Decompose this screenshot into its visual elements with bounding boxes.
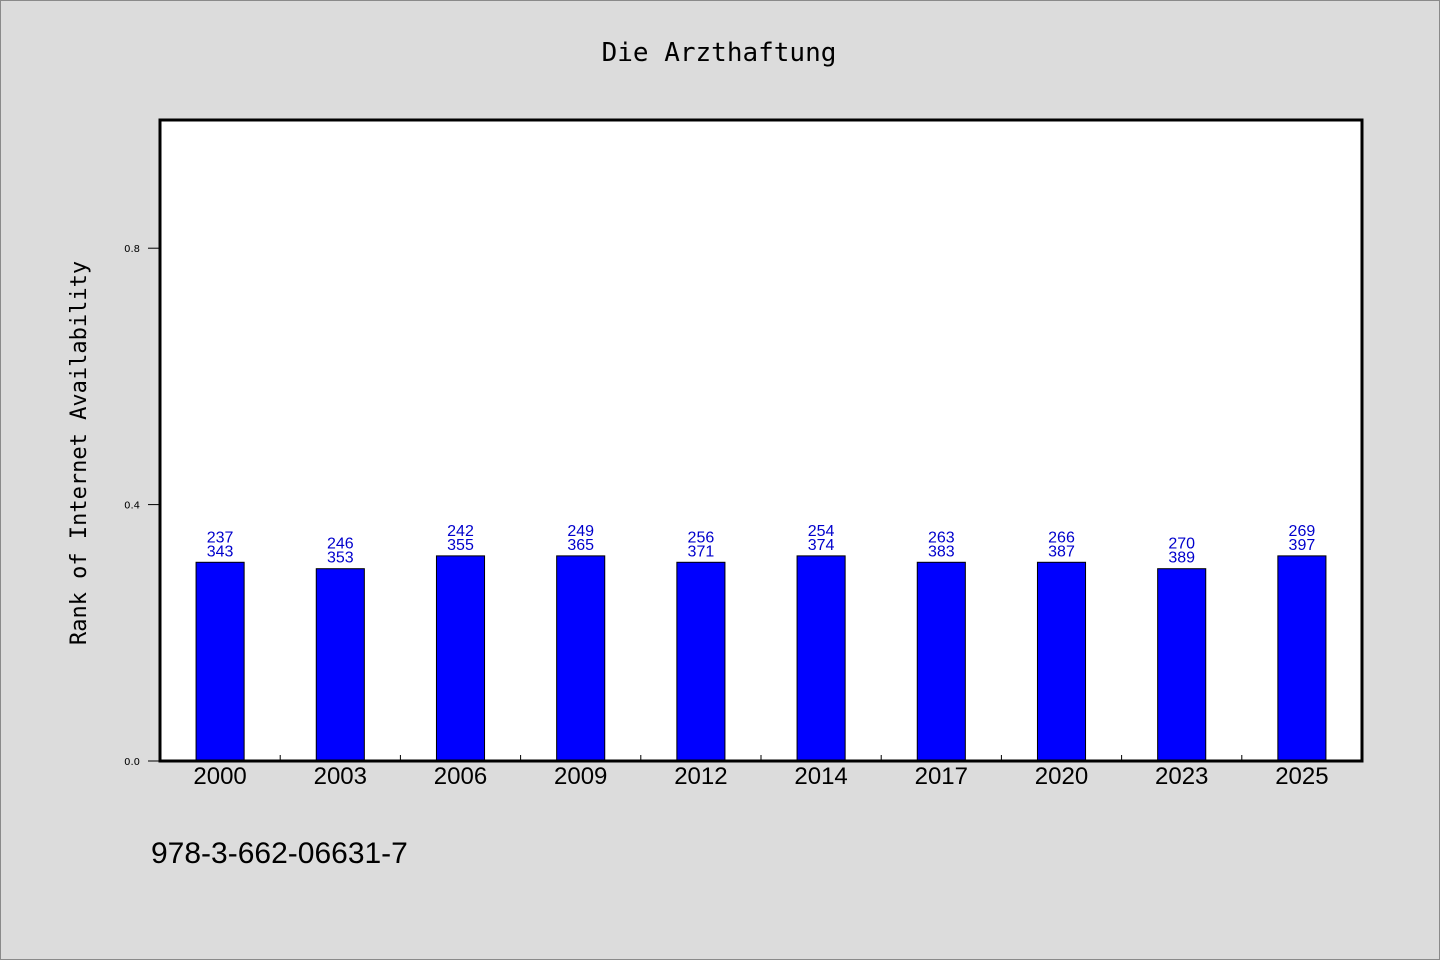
bar xyxy=(916,561,966,762)
data-label-top: 269 xyxy=(1289,523,1316,540)
x-tick-label: 2014 xyxy=(794,763,847,790)
data-label-top: 237 xyxy=(207,529,234,546)
x-axis-ticks: 2000 2003 2006 2009 2012 2014 2017 2020 2023 2025 xyxy=(193,755,1329,790)
data-label-bottom: 389 xyxy=(1168,550,1195,567)
bar xyxy=(556,555,606,762)
y-axis-label: Rank of Internet Availability xyxy=(67,261,92,645)
data-label-top: 270 xyxy=(1168,536,1195,553)
bars-group xyxy=(195,555,1327,762)
chart-title: Die Arzthaftung xyxy=(602,38,837,68)
bar xyxy=(1157,568,1207,762)
data-label-top: 263 xyxy=(928,529,955,546)
x-tick-label: 2009 xyxy=(554,763,607,790)
data-label-bottom: 371 xyxy=(688,543,715,560)
data-label-bottom: 374 xyxy=(808,537,835,554)
x-tick-label: 2006 xyxy=(434,763,487,790)
data-label-bottom: 355 xyxy=(447,537,474,554)
y-axis-ticks: 0.0 0.4 0.8 xyxy=(124,244,160,768)
x-tick-label: 2017 xyxy=(915,763,968,790)
data-label-bottom: 397 xyxy=(1289,537,1316,554)
x-tick-label: 2012 xyxy=(674,763,727,790)
bar xyxy=(1277,555,1327,762)
data-label-top: 249 xyxy=(567,523,594,540)
y-tick-label: 0.8 xyxy=(124,244,140,255)
data-label-top: 254 xyxy=(808,523,835,540)
x-tick-label: 2003 xyxy=(314,763,367,790)
x-tick-label: 2023 xyxy=(1155,763,1208,790)
data-label-bottom: 343 xyxy=(207,543,234,560)
bar xyxy=(435,555,486,762)
data-label-top: 246 xyxy=(327,536,354,553)
data-label-top: 256 xyxy=(688,529,715,546)
data-label-bottom: 353 xyxy=(327,550,354,567)
bar xyxy=(676,561,726,762)
data-label-bottom: 387 xyxy=(1048,543,1075,560)
data-label-bottom: 383 xyxy=(928,543,955,560)
bar xyxy=(315,568,365,762)
data-label-bottom: 365 xyxy=(567,537,594,554)
x-tick-label: 2000 xyxy=(193,763,246,790)
plot-frame xyxy=(158,118,1364,763)
y-tick-label: 0.4 xyxy=(124,501,140,512)
bar xyxy=(195,561,245,762)
x-tick-label: 2025 xyxy=(1275,763,1328,790)
bar xyxy=(1036,561,1087,762)
data-label-top: 266 xyxy=(1048,529,1075,546)
data-label-top: 242 xyxy=(447,523,474,540)
bar xyxy=(796,555,846,762)
y-tick-label: 0.0 xyxy=(124,757,140,768)
footer-isbn: 978-3-662-06631-7 xyxy=(151,837,408,870)
x-tick-label: 2020 xyxy=(1035,763,1088,790)
